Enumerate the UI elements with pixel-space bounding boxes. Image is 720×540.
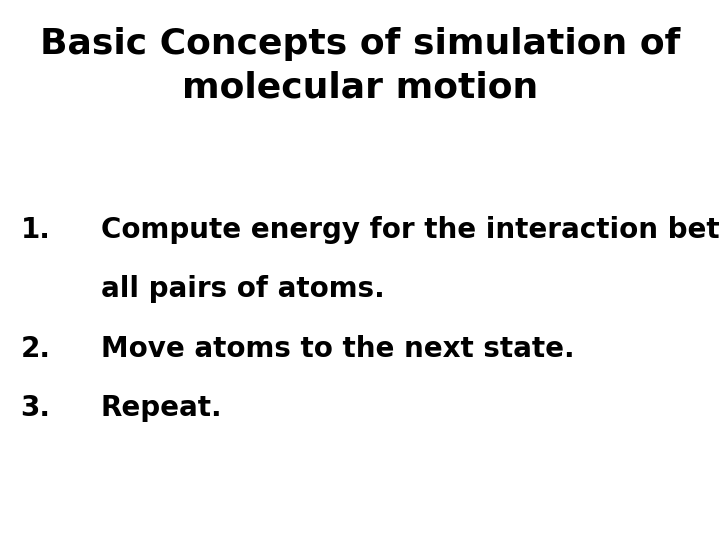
Text: Compute energy for the interaction between: Compute energy for the interaction betwe… [101,216,720,244]
Text: 1.: 1. [21,216,50,244]
Text: 2.: 2. [20,335,50,363]
Text: Basic Concepts of simulation of
molecular motion: Basic Concepts of simulation of molecula… [40,27,680,104]
Text: 3.: 3. [20,394,50,422]
Text: Repeat.: Repeat. [101,394,222,422]
Text: Move atoms to the next state.: Move atoms to the next state. [101,335,575,363]
Text: all pairs of atoms.: all pairs of atoms. [101,275,384,303]
